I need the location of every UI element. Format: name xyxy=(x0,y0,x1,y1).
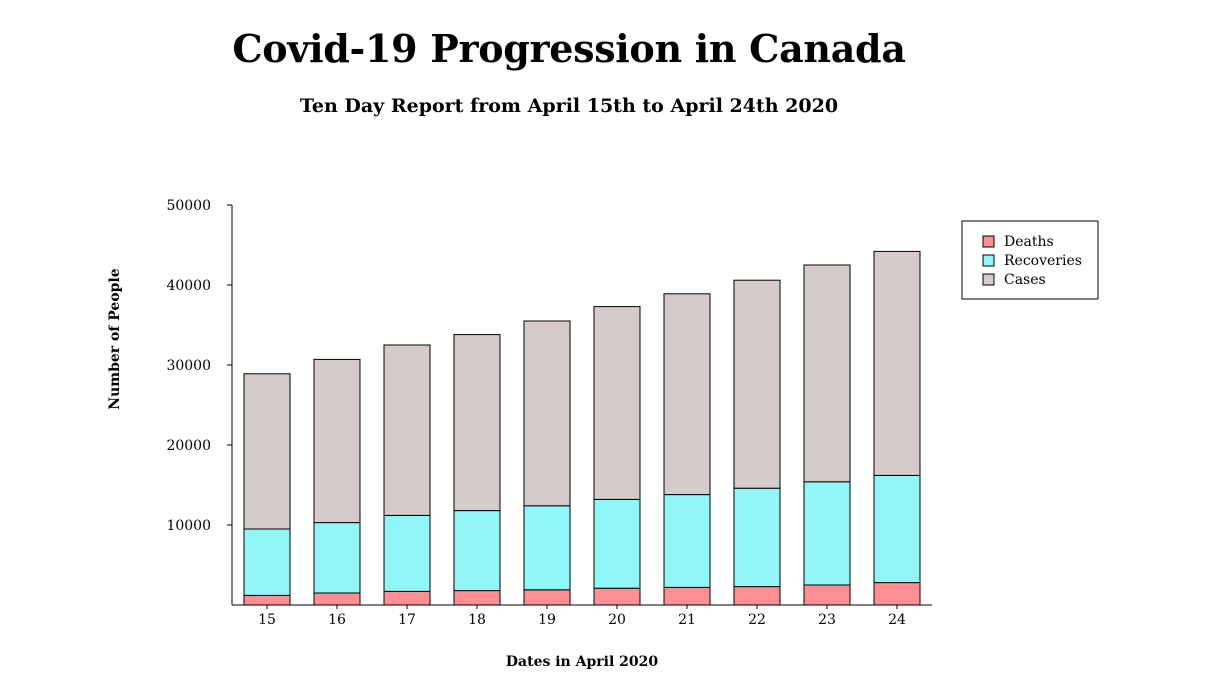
bar-cases-18 xyxy=(453,334,501,512)
x-tick-label: 24 xyxy=(888,612,906,628)
bar-recoveries-19 xyxy=(523,505,571,591)
chart-title: Covid-19 Progression in Canada xyxy=(232,26,906,71)
bar-cases-20 xyxy=(593,306,641,500)
x-tick-label: 23 xyxy=(818,612,836,628)
y-tick-label: 40000 xyxy=(166,278,211,294)
legend-label-cases: Cases xyxy=(1004,272,1046,288)
bar-recoveries-17 xyxy=(383,514,431,592)
bar-deaths-21 xyxy=(663,586,711,606)
bar-recoveries-22 xyxy=(733,487,781,588)
bar-cases-15 xyxy=(243,373,291,530)
bar-deaths-24 xyxy=(873,582,921,606)
legend-swatch-cases xyxy=(982,273,995,286)
bar-recoveries-24 xyxy=(873,474,921,584)
bar-deaths-17 xyxy=(383,590,431,606)
legend-swatch-deaths xyxy=(982,235,995,248)
bar-cases-17 xyxy=(383,344,431,516)
x-tick-label: 21 xyxy=(678,612,696,628)
bar-recoveries-23 xyxy=(803,481,851,586)
bar-recoveries-20 xyxy=(593,498,641,589)
bar-cases-19 xyxy=(523,320,571,507)
bar-cases-21 xyxy=(663,293,711,496)
bar-deaths-16 xyxy=(313,592,361,606)
bar-recoveries-21 xyxy=(663,494,711,588)
x-axis-title: Dates in April 2020 xyxy=(506,654,658,670)
bars-group: 15 16 17 18 19 20 21 22 23 24 xyxy=(243,250,921,628)
legend-label-recoveries: Recoveries xyxy=(1004,253,1082,269)
chart-subtitle: Ten Day Report from April 15th to April … xyxy=(299,95,839,117)
bar-deaths-22 xyxy=(733,586,781,606)
bar-deaths-15 xyxy=(243,594,291,606)
bar-recoveries-16 xyxy=(313,522,361,594)
legend-label-deaths: Deaths xyxy=(1004,234,1054,250)
bar-cases-24 xyxy=(873,250,921,476)
y-tick-label: 30000 xyxy=(166,358,211,374)
legend: Deaths Recoveries Cases xyxy=(961,220,1099,300)
y-tick-label: 10000 xyxy=(166,518,211,534)
x-tick-label: 18 xyxy=(468,612,486,628)
legend-swatch-recoveries xyxy=(982,254,995,267)
axes-group: 10000 20000 30000 40000 50000 Dates in April … xyxy=(107,198,932,670)
bar-recoveries-18 xyxy=(453,510,501,592)
bar-cases-23 xyxy=(803,264,851,483)
bar-cases-22 xyxy=(733,279,781,489)
y-axis-title: Number of People xyxy=(107,268,123,409)
y-tick-label: 20000 xyxy=(166,438,211,454)
bar-deaths-23 xyxy=(803,584,851,606)
bar-cases-16 xyxy=(313,358,361,524)
x-tick-label: 22 xyxy=(748,612,766,628)
y-tick-label: 50000 xyxy=(166,198,211,214)
x-tick-label: 17 xyxy=(398,612,416,628)
x-tick-label: 16 xyxy=(328,612,346,628)
bar-deaths-18 xyxy=(453,590,501,606)
bar-deaths-19 xyxy=(523,589,571,606)
bar-deaths-20 xyxy=(593,587,641,606)
x-tick-label: 20 xyxy=(608,612,626,628)
bar-recoveries-15 xyxy=(243,528,291,596)
x-tick-label: 15 xyxy=(258,612,276,628)
x-tick-label: 19 xyxy=(538,612,556,628)
